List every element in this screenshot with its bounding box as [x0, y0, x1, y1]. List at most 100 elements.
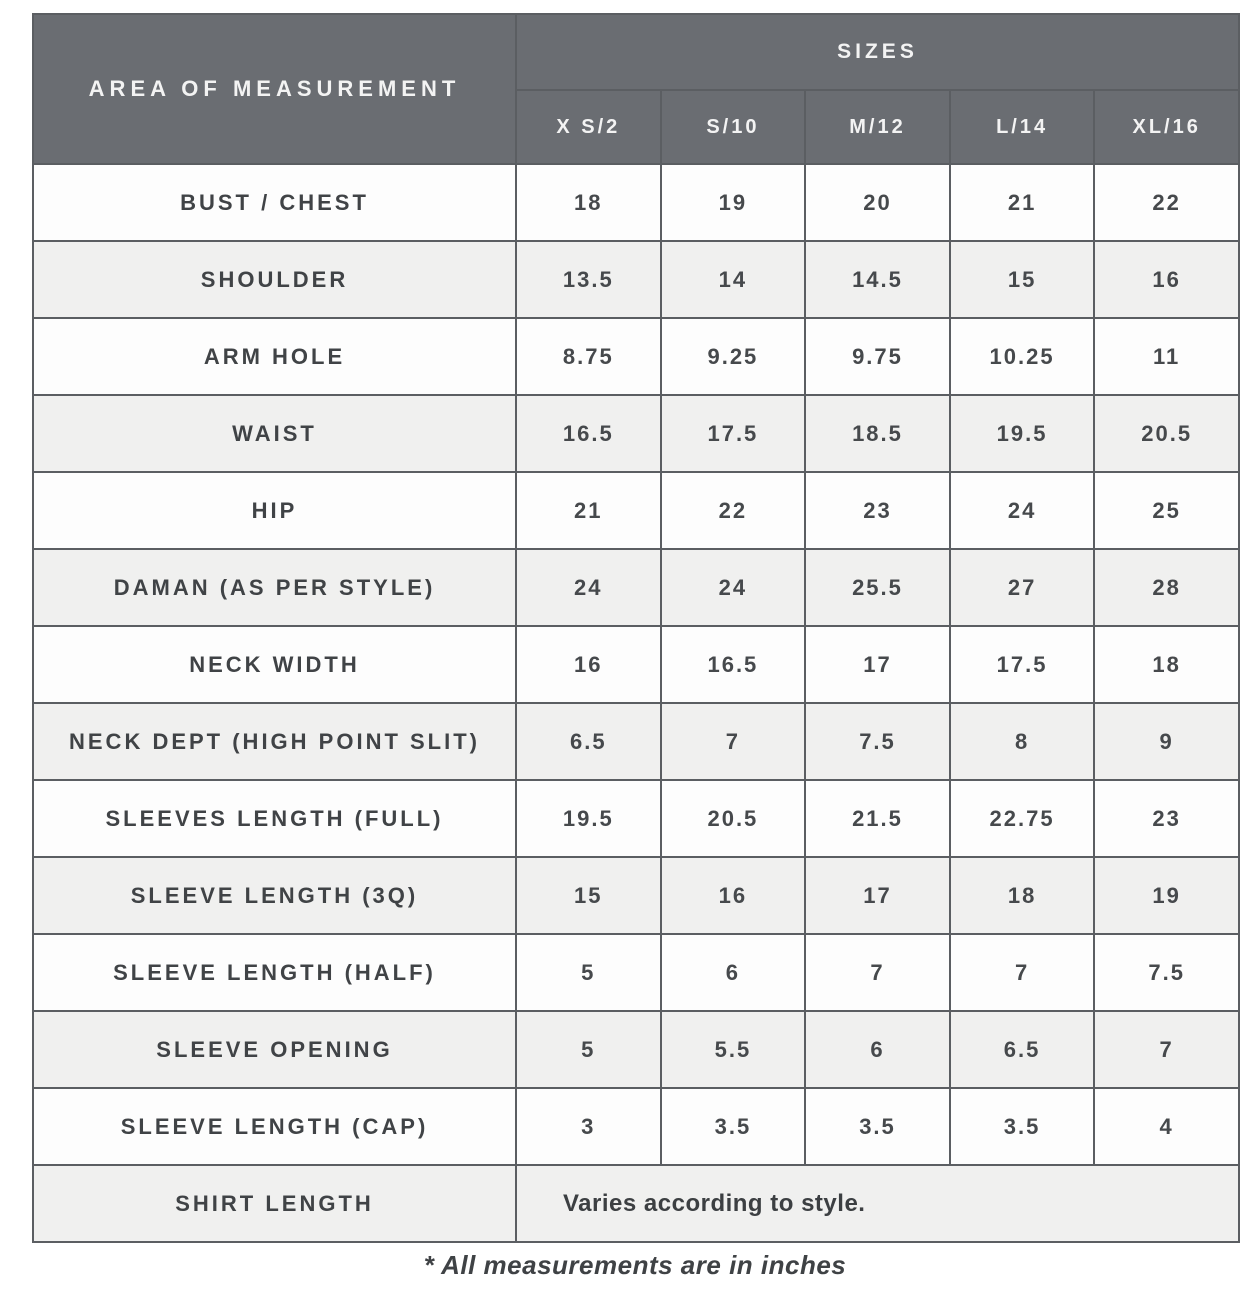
size-value: 5 — [515, 1010, 662, 1089]
size-value: 16.5 — [515, 394, 662, 473]
size-value: 24 — [515, 548, 662, 627]
size-value: 14.5 — [804, 240, 951, 319]
size-value: 11 — [1093, 317, 1240, 396]
size-value: 7 — [659, 702, 807, 781]
size-value: 4 — [1093, 1087, 1240, 1166]
size-value: 6.5 — [948, 1010, 1096, 1089]
size-value: 8 — [948, 702, 1096, 781]
size-column-header-l: L/14 — [948, 89, 1096, 165]
size-value: 23 — [1093, 779, 1240, 858]
table-row: NECK DEPT (HIGH POINT SLIT) 6.5 7 7.5 8 … — [32, 702, 1240, 781]
table-row: NECK WIDTH 16 16.5 17 17.5 18 — [32, 625, 1240, 704]
measurement-label: SHOULDER — [32, 240, 517, 319]
measurement-label: HIP — [32, 471, 517, 550]
measurement-label: DAMAN (AS PER STYLE) — [32, 548, 517, 627]
shirt-length-row: SHIRT LENGTH Varies according to style. — [32, 1164, 1240, 1243]
size-value: 13.5 — [515, 240, 662, 319]
size-value: 7 — [1093, 1010, 1240, 1089]
size-value: 18 — [515, 163, 662, 242]
size-value: 19 — [1093, 856, 1240, 935]
size-value: 23 — [804, 471, 951, 550]
table-header: AREA OF MEASUREMENT SIZES X S/2 S/10 M/1… — [32, 13, 1240, 165]
table-row: ARM HOLE 8.75 9.25 9.75 10.25 11 — [32, 317, 1240, 396]
size-column-header-m: M/12 — [804, 89, 951, 165]
size-column-header-xs: X S/2 — [515, 89, 662, 165]
size-value: 21 — [515, 471, 662, 550]
size-value: 19.5 — [515, 779, 662, 858]
size-value: 9 — [1093, 702, 1240, 781]
size-value: 3.5 — [804, 1087, 951, 1166]
size-value: 7 — [948, 933, 1096, 1012]
size-value: 20.5 — [1093, 394, 1240, 473]
size-value: 8.75 — [515, 317, 662, 396]
measurement-label: SLEEVE LENGTH (3Q) — [32, 856, 517, 935]
size-value: 17.5 — [659, 394, 807, 473]
size-value: 17.5 — [948, 625, 1096, 704]
measurement-label: SLEEVE OPENING — [32, 1010, 517, 1089]
size-value: 16 — [515, 625, 662, 704]
size-value: 27 — [948, 548, 1096, 627]
table-row: HIP 21 22 23 24 25 — [32, 471, 1240, 550]
size-value: 20.5 — [659, 779, 807, 858]
table-row: SLEEVE LENGTH (3Q) 15 16 17 18 19 — [32, 856, 1240, 935]
measurement-label: NECK DEPT (HIGH POINT SLIT) — [32, 702, 517, 781]
size-value: 19.5 — [948, 394, 1096, 473]
measurement-label: WAIST — [32, 394, 517, 473]
table-row: WAIST 16.5 17.5 18.5 19.5 20.5 — [32, 394, 1240, 473]
size-value: 3.5 — [948, 1087, 1096, 1166]
size-value: 18.5 — [804, 394, 951, 473]
size-value: 5.5 — [659, 1010, 807, 1089]
size-value: 17 — [804, 625, 951, 704]
measurement-label: SLEEVES LENGTH (FULL) — [32, 779, 517, 858]
measurement-label: BUST / CHEST — [32, 163, 517, 242]
measurement-label: NECK WIDTH — [32, 625, 517, 704]
table-row: SLEEVE OPENING 5 5.5 6 6.5 7 — [32, 1010, 1240, 1089]
size-value: 28 — [1093, 548, 1240, 627]
size-value: 3.5 — [659, 1087, 807, 1166]
size-value: 20 — [804, 163, 951, 242]
sizes-header: SIZES — [515, 13, 1240, 91]
size-value: 21 — [948, 163, 1096, 242]
size-value: 6 — [804, 1010, 951, 1089]
size-value: 22.75 — [948, 779, 1096, 858]
area-of-measurement-header: AREA OF MEASUREMENT — [32, 13, 517, 165]
size-value: 17 — [804, 856, 951, 935]
size-value: 22 — [659, 471, 807, 550]
table-row: DAMAN (AS PER STYLE) 24 24 25.5 27 28 — [32, 548, 1240, 627]
size-value: 7 — [804, 933, 951, 1012]
table-row: SLEEVES LENGTH (FULL) 19.5 20.5 21.5 22.… — [32, 779, 1240, 858]
table-row: BUST / CHEST 18 19 20 21 22 — [32, 163, 1240, 242]
size-value: 21.5 — [804, 779, 951, 858]
size-value: 16 — [659, 856, 807, 935]
table-body: BUST / CHEST 18 19 20 21 22 SHOULDER 13.… — [32, 163, 1240, 1243]
size-value: 9.25 — [659, 317, 807, 396]
size-column-header-xl: XL/16 — [1093, 89, 1240, 165]
size-value: 18 — [948, 856, 1096, 935]
footer-note: * All measurements are in inches — [423, 1250, 847, 1280]
header-row-size-names: X S/2 S/10 M/12 L/14 XL/16 — [33, 89, 1240, 165]
size-value: 19 — [659, 163, 807, 242]
size-value: 15 — [948, 240, 1096, 319]
measurement-label: SHIRT LENGTH — [32, 1164, 517, 1243]
size-value: 5 — [515, 933, 662, 1012]
size-column-header-s: S/10 — [659, 89, 807, 165]
size-value: 6.5 — [515, 702, 662, 781]
table-row: SLEEVE LENGTH (HALF) 5 6 7 7 7.5 — [32, 933, 1240, 1012]
measurement-label: SLEEVE LENGTH (HALF) — [32, 933, 517, 1012]
size-value: 3 — [515, 1087, 662, 1166]
size-value: 6 — [659, 933, 807, 1012]
size-value: 24 — [948, 471, 1096, 550]
size-value: 25.5 — [804, 548, 951, 627]
size-value: 25 — [1093, 471, 1240, 550]
size-value: 14 — [659, 240, 807, 319]
size-value: 10.25 — [948, 317, 1096, 396]
header-row-sizes: AREA OF MEASUREMENT SIZES — [32, 13, 1240, 165]
measurement-label: ARM HOLE — [32, 317, 517, 396]
size-value: 9.75 — [804, 317, 951, 396]
size-value: 18 — [1093, 625, 1240, 704]
table-row: SHOULDER 13.5 14 14.5 15 16 — [32, 240, 1240, 319]
size-value: 7.5 — [1093, 933, 1240, 1012]
measurement-label: SLEEVE LENGTH (CAP) — [32, 1087, 517, 1166]
size-value: 22 — [1093, 163, 1240, 242]
size-value: 24 — [659, 548, 807, 627]
